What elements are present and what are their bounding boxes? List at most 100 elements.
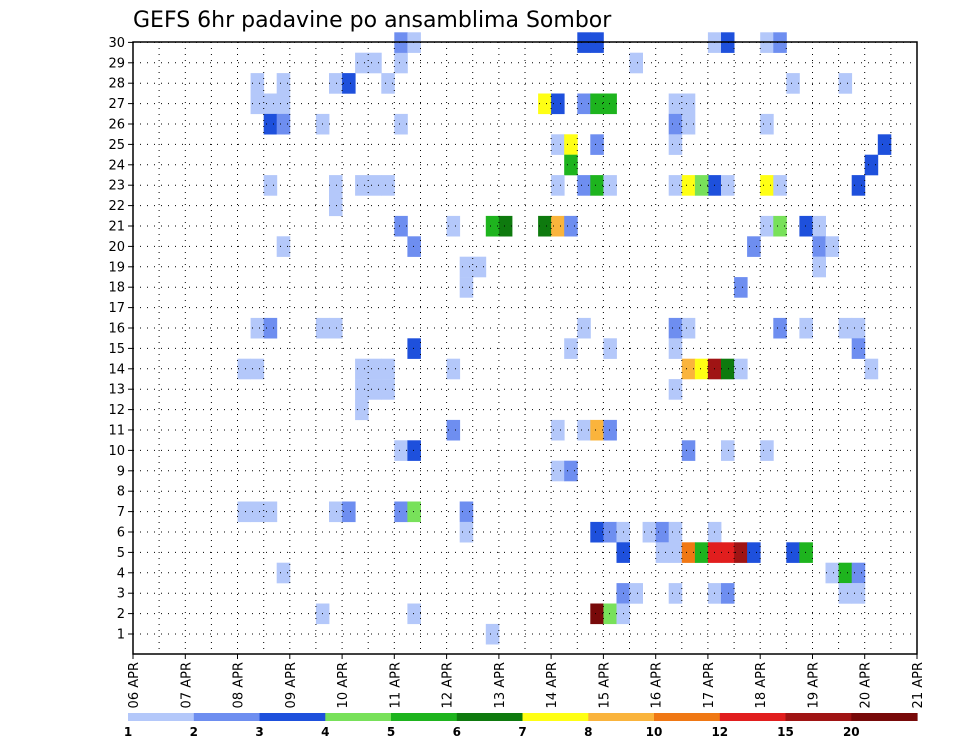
heatmap-cell [329, 195, 343, 217]
heatmap-cell [329, 501, 343, 523]
heatmap-cell [603, 93, 617, 115]
heatmap-cell [734, 277, 748, 298]
heatmap-cell [329, 175, 343, 196]
legend-label: 1 [124, 725, 132, 739]
heatmap-cell [485, 623, 500, 645]
heatmap-cell [734, 358, 748, 380]
heatmap-cell [394, 501, 408, 523]
heatmap-cell [668, 583, 683, 604]
color-legend: 1 2 3 4 5 6 7 8 10 12 15 20 [124, 713, 918, 739]
legend-label: 20 [843, 725, 860, 739]
heatmap-cell [851, 583, 866, 604]
x-tick-label: 15 APR [597, 662, 612, 708]
x-tick-label: 08 APR [232, 662, 247, 708]
heatmap-cell [276, 73, 291, 94]
heatmap-cell [721, 542, 735, 563]
heatmap-cell [838, 317, 853, 339]
heatmap-cell [668, 379, 683, 400]
heatmap-cell [407, 338, 421, 359]
heatmap-cell [551, 134, 565, 155]
heatmap-cell [407, 236, 421, 257]
y-tick-label: 23 [108, 179, 125, 194]
heatmap-cell [603, 338, 617, 359]
heatmap-cell [564, 338, 578, 359]
grid-lines [133, 41, 917, 654]
heatmap-cell [355, 52, 369, 74]
y-tick-label: 30 [108, 36, 125, 51]
heatmap-cell [747, 542, 761, 563]
y-axis: 1234567891011121314151617181920212223242… [108, 36, 133, 643]
legend-label: 6 [453, 725, 461, 739]
heatmap-cell [851, 175, 866, 196]
heatmap-cell [747, 236, 761, 257]
legend-label: 10 [646, 725, 663, 739]
y-tick-label: 6 [117, 526, 125, 541]
x-tick-label: 18 APR [754, 662, 769, 708]
heatmap-cell [276, 113, 291, 135]
heatmap-cell [498, 215, 513, 237]
heatmap-cell [864, 154, 879, 176]
y-tick-label: 15 [108, 342, 125, 357]
y-tick-label: 4 [117, 566, 125, 581]
y-tick-label: 16 [108, 322, 125, 337]
legend-label: 5 [387, 725, 395, 739]
legend-swatch [128, 713, 195, 721]
heatmap-cell [342, 73, 356, 94]
x-tick-label: 06 APR [127, 662, 142, 708]
x-tick-label: 20 APR [859, 662, 874, 708]
heatmap-cell [237, 358, 251, 380]
heatmap-cell [838, 73, 853, 94]
heatmap-cell [250, 501, 265, 523]
heatmap-cell [577, 175, 591, 196]
heatmap-cell [773, 317, 787, 339]
y-tick-label: 25 [108, 138, 125, 153]
heatmap-cell [799, 215, 813, 237]
y-tick-label: 28 [108, 77, 125, 92]
heatmap-cell [381, 379, 395, 400]
heatmap-cell [760, 440, 774, 461]
heatmap-cell [838, 562, 853, 584]
heatmap-cell [263, 93, 278, 115]
heatmap-cell [368, 358, 382, 380]
heatmap-cell [668, 93, 683, 115]
legend-swatch [719, 713, 787, 721]
heatmap-cell [263, 501, 278, 523]
heatmap-cell [668, 113, 683, 135]
heatmap-cell [276, 562, 291, 584]
legend-swatch [325, 713, 392, 721]
y-tick-label: 26 [108, 118, 125, 133]
y-tick-label: 22 [108, 199, 125, 214]
legend-label: 3 [255, 725, 263, 739]
y-tick-label: 7 [117, 505, 125, 520]
heatmap-cell [551, 175, 565, 196]
heatmap-cell [668, 317, 683, 339]
heatmap-cell [250, 93, 265, 115]
heatmap-cell [329, 317, 343, 339]
heatmap-cell [538, 93, 552, 115]
heatmap-cell [773, 215, 787, 237]
legend-swatch [193, 713, 261, 721]
heatmap-cell [851, 317, 866, 339]
legend-swatch [391, 713, 458, 721]
heatmap-cell [681, 317, 696, 339]
heatmap-cell [355, 358, 369, 380]
heatmap-cell [459, 277, 474, 298]
x-tick-label: 14 APR [545, 662, 560, 708]
x-tick-label: 16 APR [650, 662, 665, 708]
heatmap-cell [564, 460, 578, 482]
legend-swatch [851, 713, 918, 721]
y-tick-label: 29 [108, 56, 125, 71]
heatmap-cell [681, 542, 696, 563]
heatmap-cell [603, 521, 617, 543]
x-tick-label: 13 APR [493, 662, 508, 708]
heatmap-cell [250, 73, 265, 94]
heatmap-cell [590, 93, 604, 115]
y-tick-label: 19 [108, 260, 125, 275]
heatmap-cell [355, 399, 369, 421]
heatmap-cell [394, 215, 408, 237]
heatmap-cell [642, 521, 657, 543]
y-tick-label: 8 [117, 485, 125, 500]
heatmap-cell [394, 440, 408, 461]
heatmap-cell [564, 154, 578, 176]
x-tick-label: 10 APR [336, 662, 351, 708]
